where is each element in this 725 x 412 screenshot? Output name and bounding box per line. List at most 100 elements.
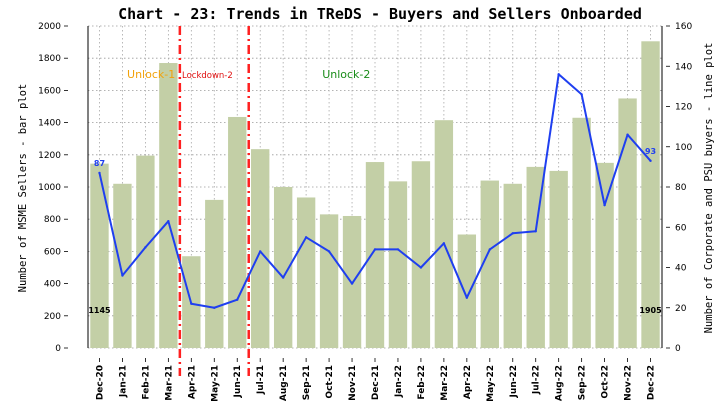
bar	[434, 120, 454, 348]
line-point	[580, 93, 583, 96]
line-point	[626, 133, 629, 136]
bar	[319, 214, 339, 348]
line-point	[236, 298, 239, 301]
x-tick-label: May-22	[486, 365, 496, 402]
bar	[457, 234, 477, 348]
chart-title: Chart - 23: Trends in TReDS - Buyers and…	[118, 5, 642, 23]
x-tick-label: Dec-20	[95, 365, 105, 400]
bar	[549, 170, 568, 348]
y2-tick-label: 160	[675, 22, 692, 32]
bar	[90, 163, 109, 348]
y-tick-label: 1200	[38, 151, 61, 161]
line-point	[442, 242, 446, 245]
bar	[205, 199, 224, 348]
x-tick-label: Oct-22	[601, 365, 611, 399]
bar	[388, 181, 408, 348]
y2-tick-label: 20	[675, 304, 687, 314]
y-tick-label: 2000	[38, 22, 61, 32]
data-labels: 1145 1905 87 93	[88, 147, 662, 315]
line-point	[603, 203, 606, 207]
y2-tick-label: 80	[675, 183, 687, 193]
x-tick-label: Mar-21	[164, 365, 174, 401]
x-tick-label: Nov-22	[624, 365, 634, 401]
line-series	[98, 73, 652, 309]
x-tick-label: Sep-21	[302, 365, 312, 400]
x-tick-label: Apr-21	[187, 365, 197, 399]
line-point	[373, 248, 377, 251]
line-point	[167, 220, 170, 223]
line-point	[350, 282, 354, 285]
x-tick-label: Oct-21	[325, 365, 335, 399]
bar	[113, 183, 132, 348]
bar	[228, 116, 247, 348]
data-label: 93	[645, 147, 656, 156]
bar	[251, 149, 270, 348]
line-point	[327, 250, 331, 253]
bar	[411, 161, 431, 348]
x-tick-label: Dec-21	[371, 365, 381, 400]
annotation-label: Unlock-2	[322, 68, 370, 81]
y2-tick-label: 140	[675, 62, 692, 72]
y-tick-label: 1600	[38, 86, 61, 96]
x-tick-label: Feb-22	[417, 365, 427, 400]
line-point	[488, 248, 491, 251]
y-tick-label: 800	[44, 215, 61, 225]
line-point	[144, 246, 147, 249]
y-axis-label: Number of MSME Sellers - bar plot	[17, 84, 29, 293]
data-label: 87	[94, 159, 105, 168]
line-point	[259, 250, 262, 253]
y-tick-label: 1000	[38, 183, 61, 193]
y-tick-label: 1800	[38, 54, 61, 64]
bar	[526, 166, 545, 348]
bar	[136, 155, 155, 348]
y2-tick-label: 40	[675, 264, 687, 274]
x-tick-label: Jun-22	[509, 365, 519, 398]
x-tick-label: Aug-22	[555, 365, 565, 401]
axes: 0 200 400 600 800 1000 1200 1400 1600 1800 2000 0 20…	[38, 22, 692, 402]
y2-tick-label: 100	[675, 143, 692, 153]
line-point	[190, 302, 193, 305]
data-label: 1905	[639, 306, 662, 315]
y2-tick-label: 60	[675, 223, 687, 233]
line-point	[281, 276, 285, 279]
x-tick-label: Apr-22	[463, 365, 473, 399]
data-label: 1145	[88, 306, 111, 315]
y2-axis-label: Number of Corporate and PSU buyers - lin…	[703, 43, 715, 334]
x-tick-label: Dec-22	[647, 365, 657, 400]
line-point	[557, 73, 560, 76]
bar-series	[90, 41, 660, 349]
line-point	[121, 274, 124, 277]
x-tick-label: Nov-21	[348, 365, 358, 401]
bar	[503, 183, 522, 348]
x-tick-label: Mar-22	[440, 365, 450, 401]
line-point	[649, 159, 652, 163]
annotation-label: Unlock-1	[127, 68, 175, 81]
line-point	[465, 296, 469, 299]
x-tick-label: Jul-22	[532, 365, 542, 395]
bar	[273, 187, 293, 348]
y-tick-label: 0	[55, 344, 61, 354]
y-tick-label: 400	[44, 280, 61, 290]
line-point	[213, 306, 216, 309]
line-point	[511, 232, 514, 235]
y2-tick-label: 0	[675, 344, 681, 354]
line-point	[396, 248, 400, 251]
bar	[159, 63, 178, 348]
bar	[595, 162, 614, 348]
line-point	[304, 236, 308, 239]
bar	[365, 162, 385, 348]
x-tick-label: Jun-21	[233, 365, 243, 398]
bar	[480, 180, 499, 348]
y-tick-label: 200	[44, 312, 61, 322]
y2-tick-label: 120	[675, 103, 692, 113]
bar	[641, 41, 660, 349]
y-tick-label: 1400	[38, 119, 61, 129]
bar	[572, 117, 591, 349]
annotations: Unlock-1 Lockdown-2 Unlock-2	[127, 68, 370, 81]
x-tick-label: Aug-21	[279, 365, 289, 401]
x-tick-label: Feb-21	[141, 365, 151, 400]
x-tick-label: May-21	[210, 365, 220, 402]
line-point	[534, 230, 537, 233]
